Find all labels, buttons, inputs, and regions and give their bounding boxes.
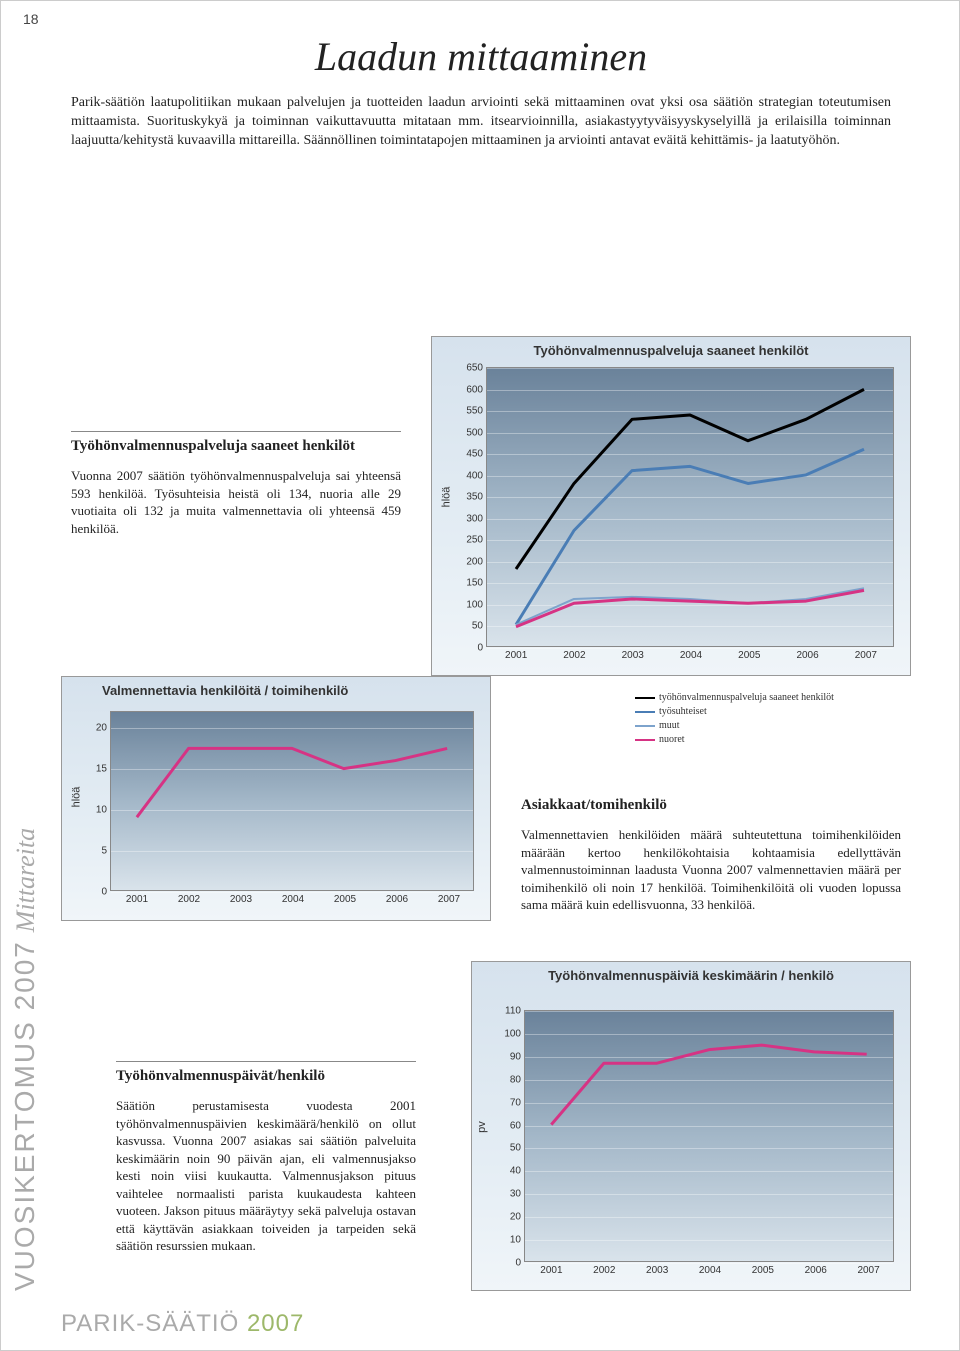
- x-tick: 2003: [646, 1261, 668, 1276]
- chart-3-plot: 0102030405060708090100110200120022003200…: [524, 1010, 894, 1262]
- y-tick: 30: [510, 1189, 525, 1200]
- y-tick: 0: [101, 887, 111, 898]
- chart-3-title: Työhönvalmennuspäiviä keskimäärin / henk…: [472, 962, 910, 987]
- y-tick: 500: [466, 427, 487, 438]
- y-tick: 400: [466, 470, 487, 481]
- chart-3-ylabel: pv: [476, 1121, 488, 1133]
- y-tick: 5: [101, 846, 111, 857]
- legend-item: muut: [635, 719, 915, 733]
- section-3-heading: Työhönvalmennuspäivät/henkilö: [116, 1061, 416, 1085]
- y-tick: 90: [510, 1051, 525, 1062]
- chart-series-line: [551, 1045, 866, 1125]
- x-tick: 2002: [563, 646, 585, 661]
- legend-label: työhönvalmennuspalveluja saaneet henkilö…: [659, 691, 834, 705]
- y-tick: 300: [466, 513, 487, 524]
- y-tick: 60: [510, 1120, 525, 1131]
- y-tick: 550: [466, 406, 487, 417]
- y-tick: 650: [466, 363, 487, 374]
- footer: PARIK-SÄÄTIÖ 2007: [61, 1310, 304, 1338]
- side-text-label: Mittareita: [11, 828, 40, 932]
- x-tick: 2006: [805, 1261, 827, 1276]
- y-tick: 450: [466, 449, 487, 460]
- y-tick: 0: [477, 643, 487, 654]
- intro-paragraph: Parik-säätiön laatupolitiikan mukaan pal…: [61, 94, 901, 169]
- y-tick: 10: [510, 1235, 525, 1246]
- chart-1-title: Työhönvalmennuspalveluja saaneet henkilö…: [432, 337, 910, 362]
- section-2: Asiakkaat/tomihenkilö Valmennettavien he…: [521, 791, 901, 914]
- page-number: 18: [23, 11, 39, 27]
- x-tick: 2007: [857, 1261, 879, 1276]
- section-3: Työhönvalmennuspäivät/henkilö Säätiön pe…: [116, 1061, 416, 1255]
- chart-2-title: Valmennettavia henkilöitä / toimihenkilö: [62, 677, 490, 702]
- x-tick: 2001: [540, 1261, 562, 1276]
- y-tick: 15: [96, 764, 111, 775]
- legend-item: työsuhteiset: [635, 705, 915, 719]
- y-tick: 250: [466, 535, 487, 546]
- x-tick: 2004: [282, 890, 304, 905]
- y-tick: 350: [466, 492, 487, 503]
- x-tick: 2001: [126, 890, 148, 905]
- side-text: VUOSIKERTOMUS 2007 Mittareita: [9, 791, 49, 1291]
- footer-org: PARIK-SÄÄTIÖ: [61, 1310, 239, 1337]
- side-text-year: VUOSIKERTOMUS 2007: [9, 940, 40, 1291]
- x-tick: 2002: [178, 890, 200, 905]
- x-tick: 2006: [386, 890, 408, 905]
- legend-swatch: [635, 711, 655, 713]
- chart-1: Työhönvalmennuspalveluja saaneet henkilö…: [431, 336, 911, 676]
- legend-item: työhönvalmennuspalveluja saaneet henkilö…: [635, 691, 915, 705]
- y-tick: 50: [472, 621, 487, 632]
- chart-3: Työhönvalmennuspäiviä keskimäärin / henk…: [471, 961, 911, 1291]
- section-2-body: Valmennettavien henkilöiden määrä suhteu…: [521, 826, 901, 914]
- section-1-heading: Työhönvalmennuspalveluja saaneet henkilö…: [71, 431, 401, 455]
- y-tick: 20: [96, 723, 111, 734]
- legend-swatch: [635, 697, 655, 699]
- x-tick: 2002: [593, 1261, 615, 1276]
- y-tick: 200: [466, 556, 487, 567]
- y-tick: 80: [510, 1074, 525, 1085]
- y-tick: 100: [504, 1028, 525, 1039]
- y-tick: 150: [466, 578, 487, 589]
- chart-1-ylabel: hlöä: [440, 487, 452, 508]
- x-tick: 2004: [680, 646, 702, 661]
- y-tick: 40: [510, 1166, 525, 1177]
- legend-swatch: [635, 739, 655, 741]
- y-tick: 20: [510, 1212, 525, 1223]
- y-tick: 70: [510, 1097, 525, 1108]
- section-2-heading: Asiakkaat/tomihenkilö: [521, 791, 901, 814]
- x-tick: 2007: [855, 646, 877, 661]
- x-tick: 2005: [752, 1261, 774, 1276]
- x-tick: 2005: [334, 890, 356, 905]
- chart-1-plot: 0501001502002503003504004505005506006502…: [486, 367, 894, 647]
- x-tick: 2005: [738, 646, 760, 661]
- page-content: Laadun mittaaminen Parik-säätiön laatupo…: [61, 11, 901, 169]
- x-tick: 2007: [438, 890, 460, 905]
- y-tick: 100: [466, 599, 487, 610]
- y-tick: 50: [510, 1143, 525, 1154]
- legend-item: nuoret: [635, 733, 915, 747]
- y-tick: 110: [505, 1006, 525, 1017]
- legend-label: nuoret: [659, 733, 685, 747]
- legend-label: työsuhteiset: [659, 705, 707, 719]
- page-title: Laadun mittaaminen: [61, 33, 901, 80]
- chart-2: Valmennettavia henkilöitä / toimihenkilö…: [61, 676, 491, 921]
- section-1: Työhönvalmennuspalveluja saaneet henkilö…: [71, 431, 401, 537]
- legend-label: muut: [659, 719, 680, 733]
- chart-series-line: [516, 590, 864, 626]
- legend-swatch: [635, 725, 655, 727]
- footer-year: 2007: [247, 1310, 304, 1337]
- x-tick: 2001: [505, 646, 527, 661]
- x-tick: 2003: [622, 646, 644, 661]
- section-1-body: Vuonna 2007 säätiön työhönvalmennuspalve…: [71, 467, 401, 537]
- y-tick: 600: [466, 384, 487, 395]
- chart-2-plot: 051015202001200220032004200520062007: [110, 711, 474, 891]
- y-tick: 0: [515, 1258, 525, 1269]
- x-tick: 2006: [796, 646, 818, 661]
- chart-legend: työhönvalmennuspalveluja saaneet henkilö…: [635, 691, 915, 747]
- section-3-body: Säätiön perustamisesta vuodesta 2001 työ…: [116, 1097, 416, 1255]
- chart-series-line: [137, 748, 447, 817]
- y-tick: 10: [96, 805, 111, 816]
- x-tick: 2004: [699, 1261, 721, 1276]
- chart-2-ylabel: hlöä: [70, 787, 82, 808]
- x-tick: 2003: [230, 890, 252, 905]
